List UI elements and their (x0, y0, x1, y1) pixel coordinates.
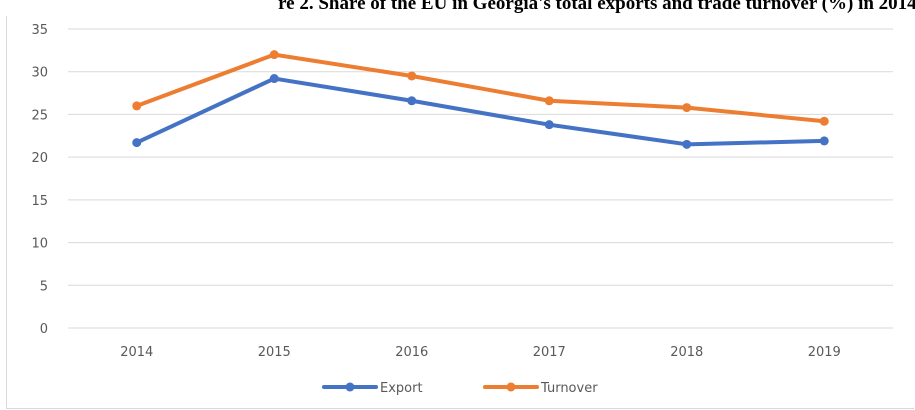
y-tick-label: 0 (40, 322, 48, 337)
y-tick-label: 20 (31, 151, 48, 166)
turnover-data-point (269, 50, 279, 60)
chart-title-text: re 2. Share of the EU in Georgia's total… (278, 0, 915, 14)
turnover-data-point (682, 103, 692, 113)
legend-turnover-marker (506, 382, 516, 392)
export-series-line (134, 76, 827, 147)
legend-turnover-label: Turnover (540, 381, 598, 396)
x-tick-label: 2014 (120, 345, 153, 360)
legend-export-marker (345, 382, 355, 392)
export-data-point (407, 96, 417, 106)
chart-frame (6, 16, 914, 409)
x-tick-label: 2018 (670, 345, 703, 360)
y-tick-label: 10 (31, 237, 48, 252)
y-tick-label: 35 (31, 23, 48, 38)
x-tick-label: 2015 (258, 345, 291, 360)
turnover-data-point (544, 96, 554, 106)
y-tick-label: 30 (31, 66, 48, 81)
turnover-data-point (407, 71, 417, 81)
x-axis-ticks: 2014 2015 2016 2017 2018 2019 (120, 345, 841, 360)
x-tick-label: 2019 (808, 345, 841, 360)
legend-export-label: Export (380, 381, 423, 396)
export-data-point (269, 74, 279, 84)
turnover-series-line (134, 52, 827, 124)
export-data-point (682, 139, 692, 149)
export-data-point (544, 120, 554, 130)
y-tick-label: 25 (31, 108, 48, 123)
x-tick-label: 2017 (533, 345, 566, 360)
chart-title: re 2. Share of the EU in Georgia's total… (0, 0, 915, 17)
turnover-data-point (819, 116, 829, 126)
series-lines (132, 50, 829, 149)
gridlines (68, 28, 893, 329)
export-data-point (819, 136, 829, 146)
export-data-point (132, 138, 142, 148)
y-axis-ticks: 0 5 10 15 20 25 30 35 (31, 23, 48, 337)
y-tick-label: 5 (40, 279, 48, 294)
x-tick-label: 2016 (395, 345, 428, 360)
turnover-data-point (132, 101, 142, 111)
legend: Export Turnover (322, 381, 598, 396)
y-tick-label: 15 (31, 194, 48, 209)
